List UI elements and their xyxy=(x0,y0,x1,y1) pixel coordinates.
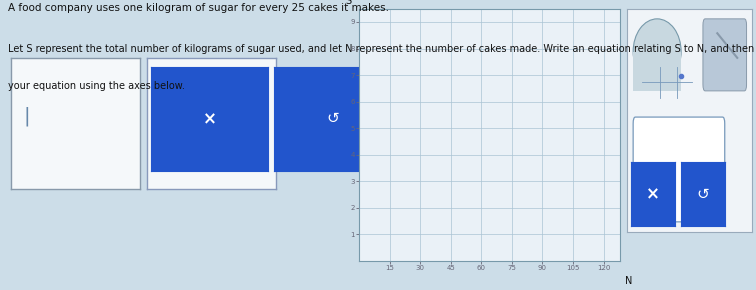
FancyBboxPatch shape xyxy=(634,117,725,222)
Text: ×: × xyxy=(646,185,660,203)
Text: ↺: ↺ xyxy=(696,187,709,202)
Text: your equation using the axes below.: your equation using the axes below. xyxy=(8,81,184,91)
Text: |: | xyxy=(23,107,30,126)
Bar xyxy=(634,52,681,91)
Text: ↺: ↺ xyxy=(327,111,339,126)
Text: N: N xyxy=(625,276,633,286)
Text: S: S xyxy=(345,0,352,6)
FancyBboxPatch shape xyxy=(703,19,747,91)
Text: A food company uses one kilogram of sugar for every 25 cakes it makes.: A food company uses one kilogram of suga… xyxy=(8,3,389,13)
Text: ×: × xyxy=(203,110,217,128)
Text: Let S represent the total number of kilograms of sugar used, and let N represent: Let S represent the total number of kilo… xyxy=(8,44,756,53)
Ellipse shape xyxy=(634,19,681,84)
